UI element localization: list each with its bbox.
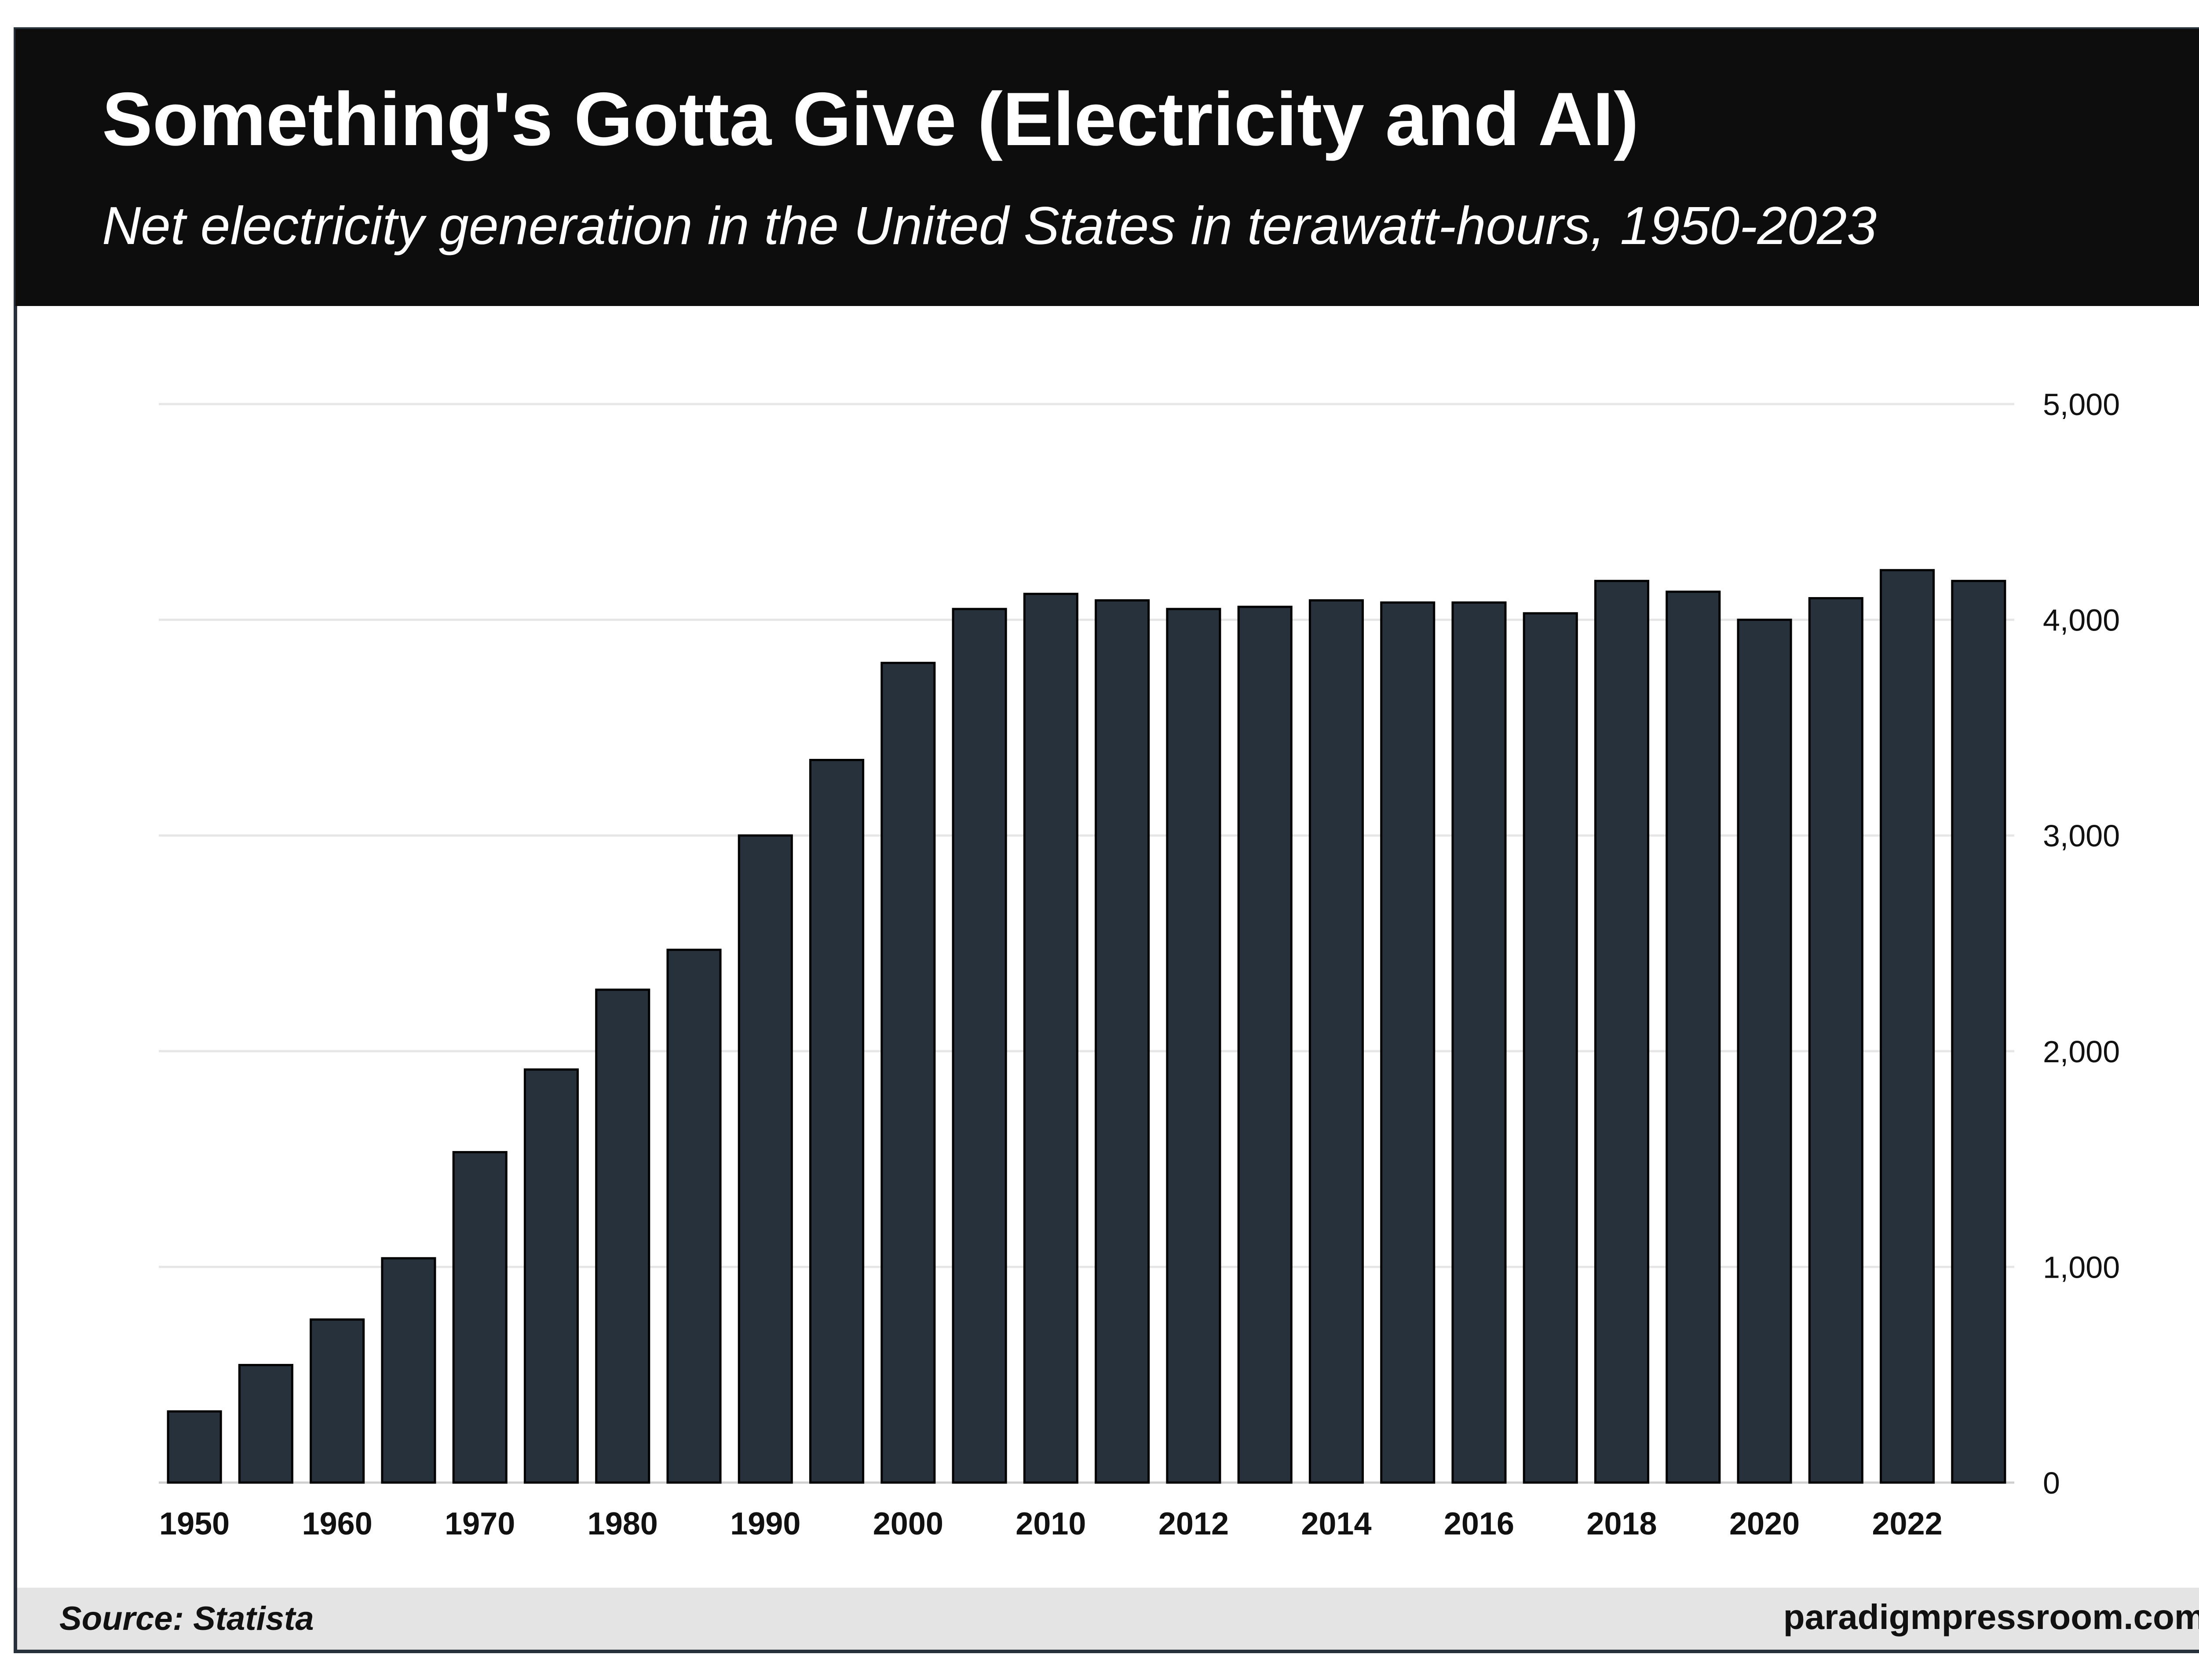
bar-2016 — [1451, 601, 1507, 1484]
site-label: paradigmpressroom.com — [1783, 1597, 2199, 1636]
bar-2011 — [1095, 599, 1150, 1484]
y-axis: 0 1,000 2,000 3,000 4,000 5,000 — [2043, 387, 2120, 1500]
x-tick-label: 1950 — [159, 1506, 230, 1542]
x-tick-label: 2016 — [1444, 1506, 1514, 1542]
x-tick-label: 2020 — [1729, 1506, 1800, 1542]
y-tick-label: 4,000 — [2043, 603, 2120, 638]
bar-2019 — [1666, 590, 1721, 1484]
x-tick-label: 1960 — [302, 1506, 373, 1542]
y-tick-label: 5,000 — [2043, 387, 2120, 422]
bar-1980 — [595, 988, 650, 1484]
bar-2021 — [1808, 597, 1863, 1484]
y-tick-label: 3,000 — [2043, 819, 2120, 853]
header-band — [15, 29, 2199, 306]
bar-1990 — [738, 834, 793, 1484]
bar-2013 — [1237, 605, 1293, 1484]
bar-2005 — [952, 608, 1007, 1484]
bar-2023 — [1951, 579, 2006, 1484]
bar-2015 — [1380, 601, 1436, 1484]
bar-1995 — [809, 758, 865, 1484]
bar-1960 — [310, 1318, 365, 1484]
x-tick-label: 1970 — [445, 1506, 515, 1542]
y-tick-label: 1,000 — [2043, 1250, 2120, 1284]
source-label: Source: Statista — [59, 1600, 314, 1637]
x-tick-label: 2012 — [1158, 1506, 1229, 1542]
x-tick-label: 2018 — [1586, 1506, 1657, 1542]
x-tick-label: 2010 — [1015, 1506, 1086, 1542]
y-tick-label: 2,000 — [2043, 1035, 2120, 1069]
bar-2017 — [1523, 612, 1578, 1484]
footer-band — [17, 1588, 2199, 1650]
bar-2018 — [1594, 579, 1650, 1484]
bar-2022 — [1880, 569, 1935, 1484]
bar-1950 — [167, 1410, 222, 1484]
bar-2000 — [880, 662, 936, 1484]
x-tick-label: 2022 — [1872, 1506, 1943, 1542]
x-tick-label: 1980 — [588, 1506, 658, 1542]
x-axis: 1950 1960 1970 1980 1990 2000 2010 2012 2014 2016… — [159, 1506, 1943, 1542]
chart-title: Something's Gotta Give (Electricity and … — [102, 77, 1639, 161]
bar-1965 — [381, 1257, 436, 1484]
x-tick-label: 2014 — [1301, 1506, 1371, 1542]
bars — [167, 569, 2006, 1484]
bar-2012 — [1166, 608, 1221, 1484]
x-tick-label: 1990 — [730, 1506, 800, 1542]
bar-1970 — [452, 1151, 508, 1484]
chart-subtitle: Net electricity generation in the United… — [102, 196, 1877, 255]
x-tick-label: 2000 — [873, 1506, 943, 1542]
bar-2010 — [1023, 593, 1078, 1484]
y-tick-label: 0 — [2043, 1466, 2060, 1500]
bar-1975 — [523, 1068, 579, 1484]
bar-1985 — [666, 948, 722, 1484]
bar-2014 — [1308, 599, 1364, 1484]
bar-2020 — [1737, 619, 1792, 1484]
bar-1955 — [238, 1364, 293, 1484]
